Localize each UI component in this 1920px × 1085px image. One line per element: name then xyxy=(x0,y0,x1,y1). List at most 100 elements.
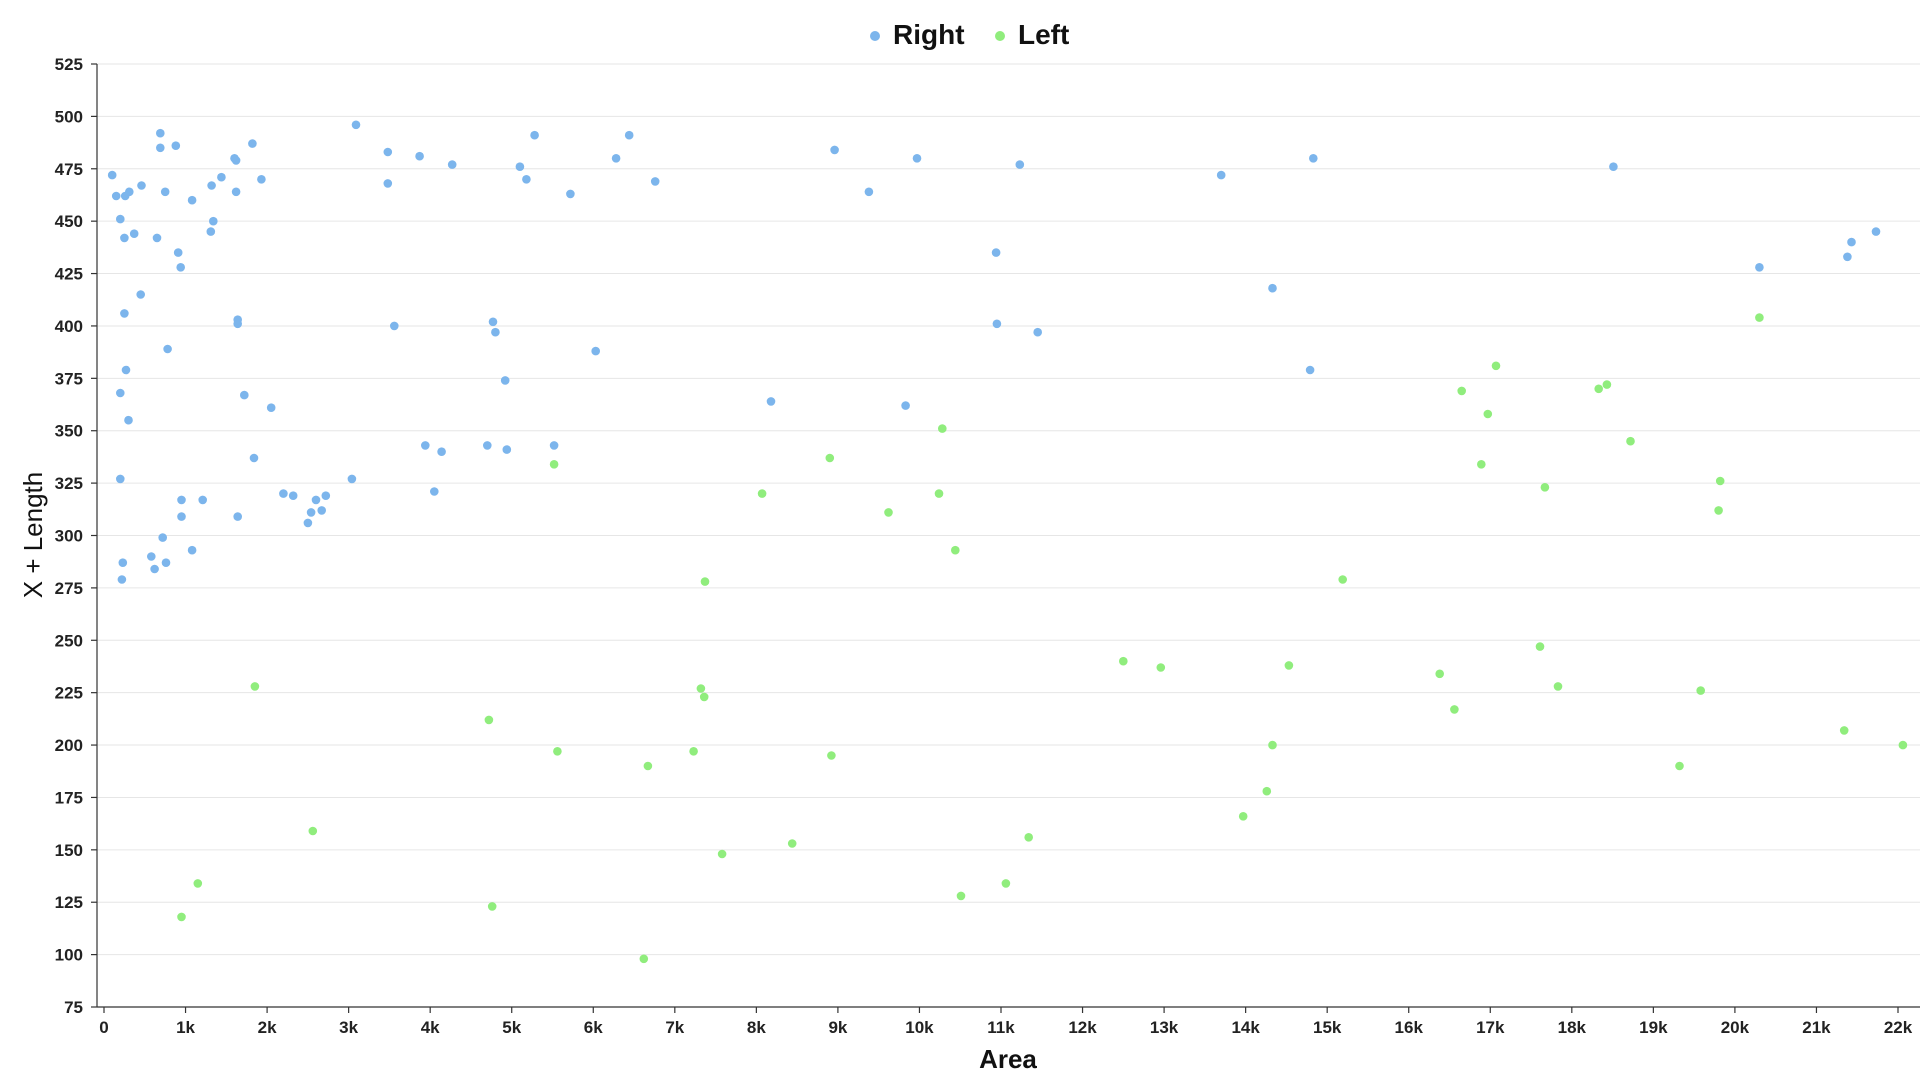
point-left[interactable] xyxy=(1553,682,1563,691)
point-right[interactable] xyxy=(206,227,216,236)
point-right[interactable] xyxy=(483,441,492,450)
point-left[interactable] xyxy=(956,891,966,901)
point-right[interactable] xyxy=(152,233,162,243)
point-right[interactable] xyxy=(1755,263,1764,272)
point-left[interactable] xyxy=(1156,663,1166,672)
point-right[interactable] xyxy=(120,233,129,243)
point-right[interactable] xyxy=(624,130,634,140)
point-right[interactable] xyxy=(160,187,170,197)
point-right[interactable] xyxy=(156,128,165,138)
point-left[interactable] xyxy=(484,715,494,725)
point-right[interactable] xyxy=(147,552,156,561)
point-left[interactable] xyxy=(700,577,710,586)
point-right[interactable] xyxy=(500,376,510,385)
point-right[interactable] xyxy=(171,141,181,150)
point-left[interactable] xyxy=(1535,642,1545,651)
legend[interactable]: Right Left xyxy=(870,19,1069,50)
point-left[interactable] xyxy=(1839,726,1849,735)
point-right[interactable] xyxy=(288,491,298,501)
point-right[interactable] xyxy=(249,453,259,463)
point-right[interactable] xyxy=(118,558,128,567)
point-left[interactable] xyxy=(938,424,947,433)
point-right[interactable] xyxy=(591,346,600,356)
point-right[interactable] xyxy=(124,415,133,425)
point-right[interactable] xyxy=(111,191,121,201)
point-left[interactable] xyxy=(553,747,562,756)
point-right[interactable] xyxy=(107,170,117,180)
point-left[interactable] xyxy=(1238,812,1248,821)
point-right[interactable] xyxy=(421,441,430,450)
point-left[interactable] xyxy=(717,849,727,859)
point-right[interactable] xyxy=(163,344,172,354)
point-right[interactable] xyxy=(1305,365,1315,375)
point-right[interactable] xyxy=(136,290,145,299)
point-right[interactable] xyxy=(347,474,357,484)
point-left[interactable] xyxy=(1491,361,1501,371)
point-right[interactable] xyxy=(430,487,439,496)
point-left[interactable] xyxy=(1119,656,1128,666)
point-right[interactable] xyxy=(233,512,242,521)
point-right[interactable] xyxy=(311,495,321,505)
point-right[interactable] xyxy=(766,397,776,406)
point-right[interactable] xyxy=(306,508,316,517)
point-right[interactable] xyxy=(491,327,500,337)
point-right[interactable] xyxy=(1268,283,1277,293)
point-right[interactable] xyxy=(129,229,139,238)
point-right[interactable] xyxy=(257,175,266,184)
point-right[interactable] xyxy=(437,447,446,457)
point-right[interactable] xyxy=(248,139,257,148)
point-right[interactable] xyxy=(992,319,1002,329)
point-left[interactable] xyxy=(250,682,260,691)
point-right[interactable] xyxy=(390,321,399,331)
point-right[interactable] xyxy=(415,151,424,161)
point-left[interactable] xyxy=(757,489,767,498)
point-right[interactable] xyxy=(207,181,216,190)
point-right[interactable] xyxy=(351,120,361,130)
point-right[interactable] xyxy=(116,388,125,398)
point-right[interactable] xyxy=(161,558,171,567)
point-left[interactable] xyxy=(1477,460,1486,469)
point-left[interactable] xyxy=(1602,380,1612,389)
point-right[interactable] xyxy=(515,162,525,171)
point-left[interactable] xyxy=(487,902,497,911)
point-left[interactable] xyxy=(1696,686,1705,695)
point-right[interactable] xyxy=(121,365,131,375)
point-left[interactable] xyxy=(1435,669,1444,679)
point-left[interactable] xyxy=(696,684,706,693)
point-left[interactable] xyxy=(1483,409,1493,419)
legend-item-right[interactable]: Right xyxy=(870,19,965,50)
point-left[interactable] xyxy=(1001,879,1011,888)
point-right[interactable] xyxy=(233,319,242,329)
point-right[interactable] xyxy=(156,143,165,153)
point-left[interactable] xyxy=(639,954,649,964)
point-left[interactable] xyxy=(1594,384,1603,394)
point-right[interactable] xyxy=(650,177,660,186)
point-right[interactable] xyxy=(447,160,457,169)
legend-item-left[interactable]: Left xyxy=(995,19,1069,50)
point-left[interactable] xyxy=(1262,786,1272,796)
point-right[interactable] xyxy=(864,187,874,197)
point-right[interactable] xyxy=(530,130,539,140)
point-right[interactable] xyxy=(901,401,910,410)
point-left[interactable] xyxy=(884,508,893,517)
point-right[interactable] xyxy=(177,495,186,505)
point-right[interactable] xyxy=(1609,162,1618,171)
point-left[interactable] xyxy=(827,751,836,760)
point-right[interactable] xyxy=(125,187,134,197)
point-left[interactable] xyxy=(1024,833,1033,842)
point-right[interactable] xyxy=(1033,327,1042,337)
point-left[interactable] xyxy=(1268,740,1277,750)
point-right[interactable] xyxy=(231,187,241,197)
point-right[interactable] xyxy=(522,175,531,184)
point-left[interactable] xyxy=(934,489,944,498)
point-right[interactable] xyxy=(173,248,183,257)
point-right[interactable] xyxy=(187,195,197,205)
point-right[interactable] xyxy=(1847,237,1856,247)
point-left[interactable] xyxy=(1675,761,1684,771)
point-right[interactable] xyxy=(217,172,226,182)
point-right[interactable] xyxy=(566,189,575,199)
point-right[interactable] xyxy=(502,445,512,454)
point-right[interactable] xyxy=(240,390,249,400)
point-right[interactable] xyxy=(187,545,197,555)
point-right[interactable] xyxy=(1843,252,1852,262)
